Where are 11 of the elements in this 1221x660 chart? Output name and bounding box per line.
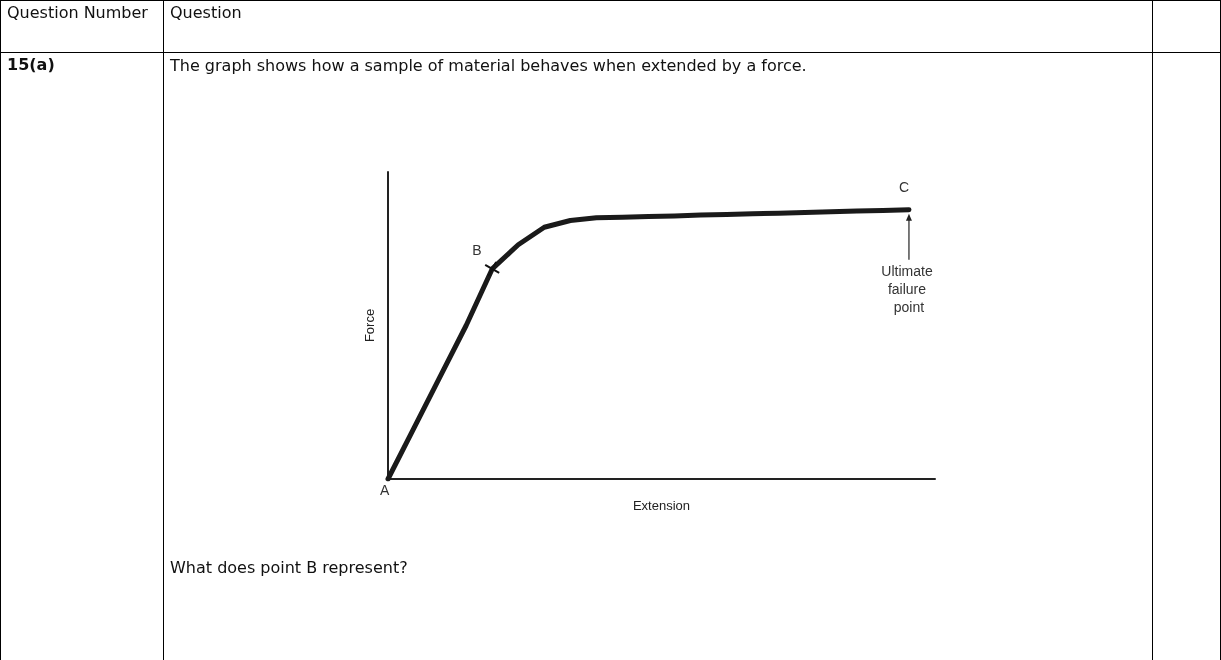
text: 15(a): [0, 52, 164, 660]
y-axis-title: Force: [362, 308, 377, 343]
text: A: [380, 482, 390, 498]
annotation: Ultimate failure point: [881, 262, 937, 315]
annotation: B: [472, 241, 482, 258]
text: C: [898, 178, 910, 195]
text: The graph shows how a sample of material behaves when extended by a force.: [170, 55, 808, 77]
text: Question Number: [0, 0, 164, 53]
text: Question: [163, 0, 1153, 53]
text: What does point B represent?: [170, 558, 408, 577]
x-axis-title: Extension: [632, 498, 691, 513]
